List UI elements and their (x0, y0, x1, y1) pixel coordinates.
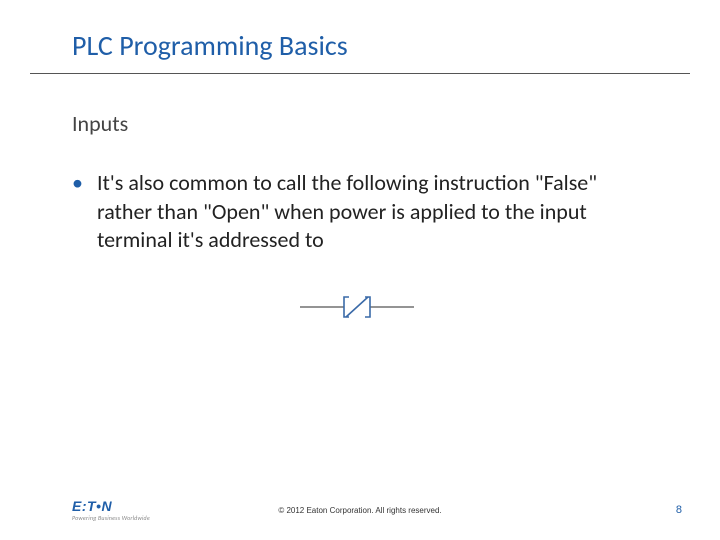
logo-text: E:T•N (72, 498, 112, 514)
footer: E:T•N Powering Business Worldwide © 2012… (0, 498, 720, 522)
logo-block: E:T•N Powering Business Worldwide (0, 498, 150, 522)
copyright-text: © 2012 Eaton Corporation. All rights res… (278, 506, 441, 515)
bullet-item: • It's also common to call the following… (72, 169, 648, 255)
logo-tagline: Powering Business Worldwide (72, 514, 150, 522)
bullet-text: It's also common to call the following i… (97, 169, 648, 255)
eaton-logo: E:T•N (72, 498, 112, 514)
page-number: 8 (676, 504, 682, 516)
slide: PLC Programming Basics Inputs • It's als… (0, 0, 720, 540)
ladder-diagram (0, 255, 720, 323)
bullet-list: • It's also common to call the following… (0, 137, 720, 255)
slide-subtitle: Inputs (0, 74, 720, 137)
slash (346, 297, 368, 317)
slide-title: PLC Programming Basics (0, 28, 720, 73)
bullet-marker: • (72, 169, 83, 198)
xio-contact-symbol (300, 291, 420, 323)
